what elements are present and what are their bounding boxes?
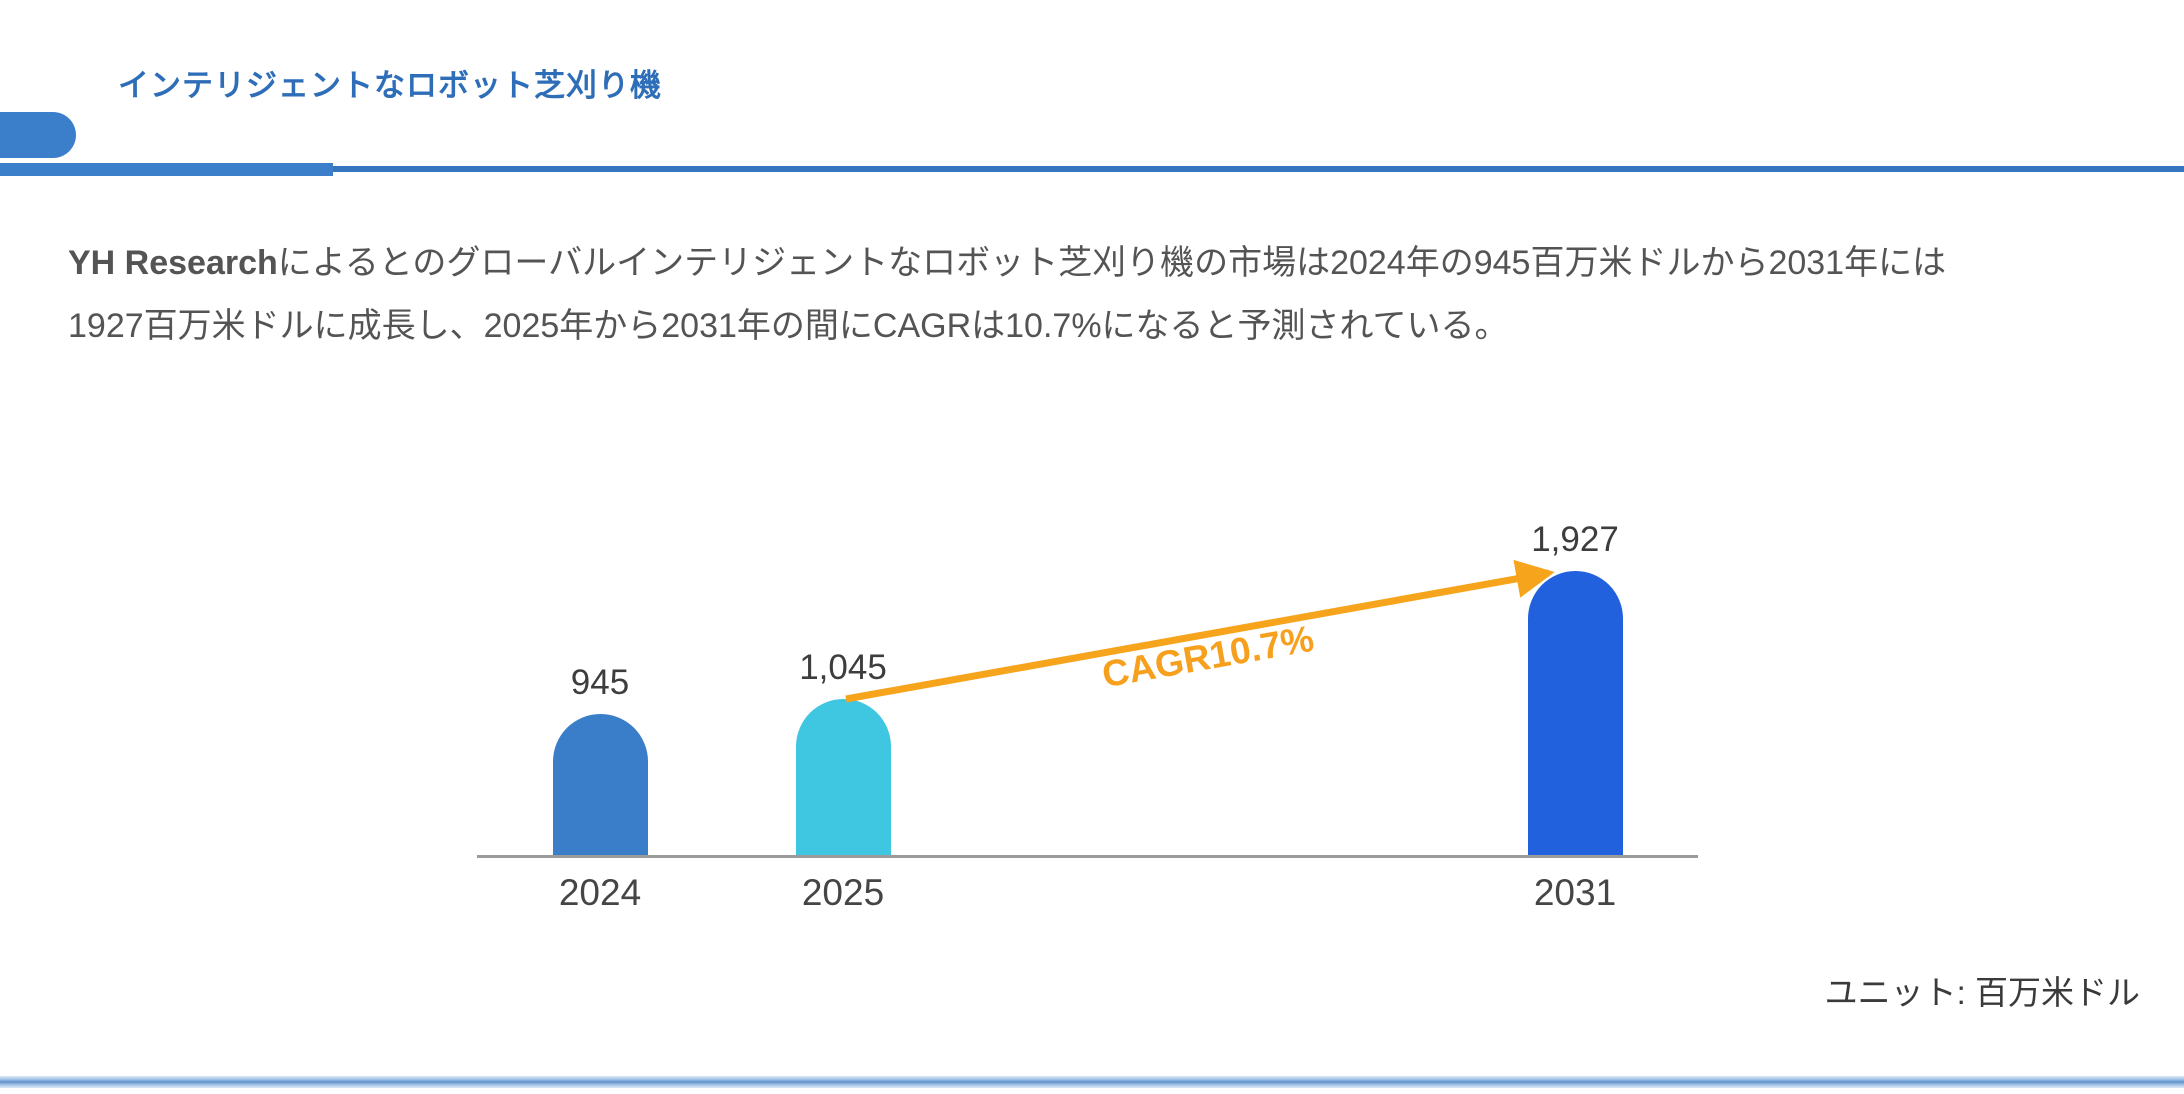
cagr-annotation: CAGR10.7% [1099,617,1317,696]
bottom-divider [0,1076,2184,1088]
x-tick-label: 2025 [801,872,885,913]
bar-2031 [1527,571,1623,855]
title-underline-thick [0,163,333,176]
market-forecast-chart: 945 2024 1,045 2025 1,927 2031 CAGR10.7% [477,520,1698,950]
page-title: インテリジェントなロボット芝刈り機 [118,68,662,103]
summary-text-run: によるとのグローバルインテリジェントなロボット芝刈り機の市場は2024年の945… [68,244,1947,345]
bar-2025 [795,699,891,855]
bar-value-label: 945 [570,663,630,702]
bar-2024 [552,714,648,855]
bar-value-label: 1,927 [1531,520,1619,559]
bar-group-2024: 945 2024 [500,520,700,913]
unit-note: ユニット: 百万米ドル [1824,974,2140,1011]
summary-text-run: YH Research [68,244,278,282]
x-axis-line [477,855,1698,858]
x-tick-label: 2024 [558,872,642,913]
bar-group-2025: 1,045 2025 [743,520,943,913]
summary-paragraph: YH Researchによるとのグローバルインテリジェントなロボット芝刈り機の市… [68,232,2068,358]
bar-group-2031: 1,927 2031 [1475,520,1675,913]
title-underline-thin [333,166,2184,172]
x-tick-label: 2031 [1533,872,1617,913]
bar-value-label: 1,045 [799,648,887,687]
title-accent-tab [0,112,76,158]
